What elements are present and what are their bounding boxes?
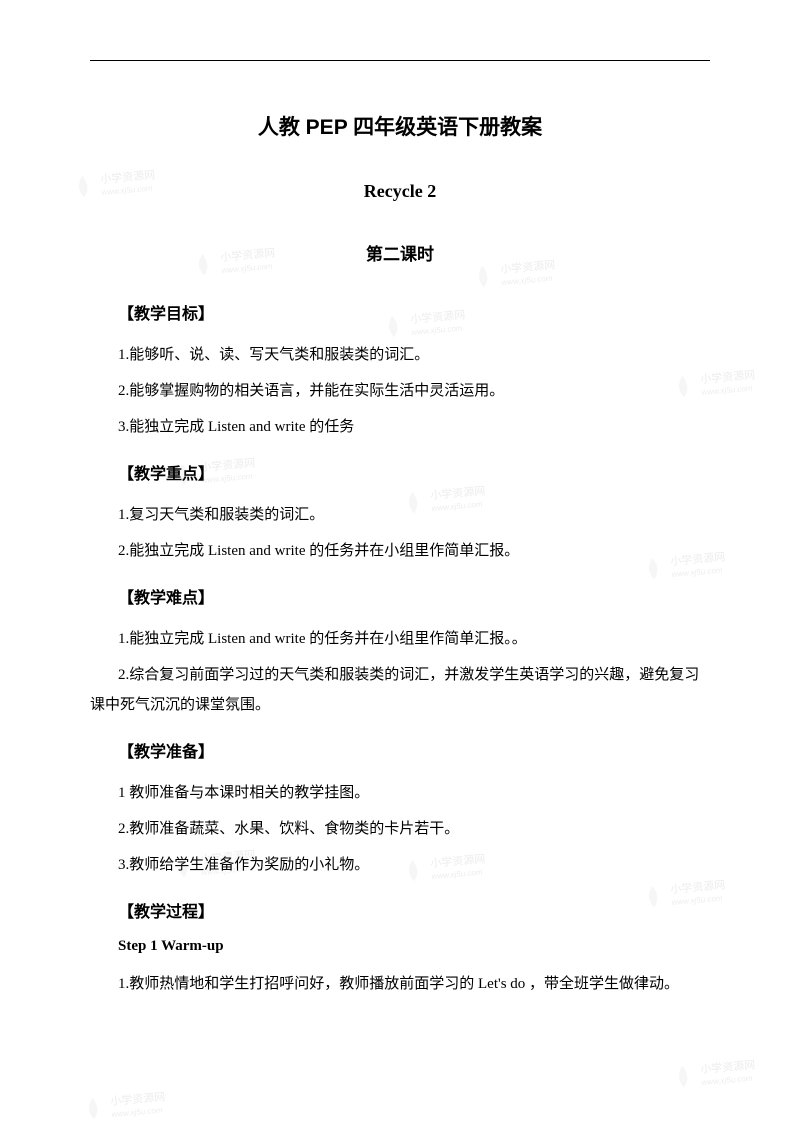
keypoints-header: 【教学重点】: [90, 460, 710, 484]
objectives-header: 【教学目标】: [90, 300, 710, 324]
objectives-item-1: 1.能够听、说、读、写天气类和服装类的词汇。: [90, 340, 710, 370]
leaf-icon: [79, 1094, 107, 1122]
preparation-item-1: 1 教师准备与本课时相关的教学挂图。: [90, 778, 710, 808]
watermark-item: 小学资源网 www.xj5u.com: [669, 1056, 757, 1090]
sub-title: Recycle 2: [90, 181, 710, 202]
watermark-item: 小学资源网 www.xj5u.com: [79, 1088, 167, 1122]
lesson-title: 第二课时: [90, 240, 710, 265]
keypoints-item-1: 1.复习天气类和服装类的词汇。: [90, 500, 710, 530]
process-header: 【教学过程】: [90, 898, 710, 922]
objectives-item-2: 2.能够掌握购物的相关语言，并能在实际生活中灵活运用。: [90, 376, 710, 406]
preparation-item-2: 2.教师准备蔬菜、水果、饮料、食物类的卡片若干。: [90, 814, 710, 844]
difficulties-item-1: 1.能独立完成 Listen and write 的任务并在小组里作简单汇报。。: [90, 624, 710, 654]
keypoints-item-2: 2.能独立完成 Listen and write 的任务并在小组里作简单汇报。: [90, 536, 710, 566]
preparation-header: 【教学准备】: [90, 738, 710, 762]
objectives-item-3: 3.能独立完成 Listen and write 的任务: [90, 412, 710, 442]
top-divider: [90, 60, 710, 61]
process-item-1: 1.教师热情地和学生打招呼问好，教师播放前面学习的 Let's do ，带全班学…: [90, 969, 710, 999]
process-step-label: Step 1 Warm-up: [90, 938, 710, 955]
difficulties-header: 【教学难点】: [90, 584, 710, 608]
preparation-item-3: 3.教师给学生准备作为奖励的小礼物。: [90, 850, 710, 880]
page-container: 人教 PEP 四年级英语下册教案 Recycle 2 第二课时 【教学目标】 1…: [0, 0, 800, 1045]
leaf-icon: [669, 1062, 697, 1090]
difficulties-item-2: 2.综合复习前面学习过的天气类和服装类的词汇，并激发学生英语学习的兴趣，避免复习…: [90, 660, 710, 720]
main-title: 人教 PEP 四年级英语下册教案: [90, 111, 710, 141]
